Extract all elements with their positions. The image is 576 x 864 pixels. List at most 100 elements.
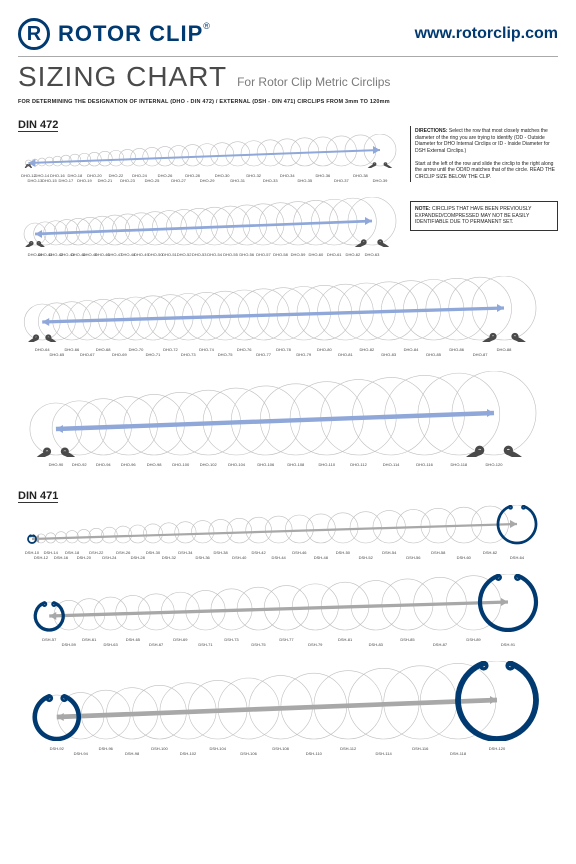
size-label: DHO-104 bbox=[228, 462, 245, 467]
size-row: DHO-12DHO-13DHO-14DHO-15DHO-16DHO-17DHO-… bbox=[18, 134, 558, 183]
size-label: DHO-88 bbox=[497, 347, 512, 352]
size-label: DHO-25 bbox=[145, 178, 160, 183]
size-label: DHO-60 bbox=[309, 252, 324, 257]
header: R ROTOR CLIP® www.rotorclip.com bbox=[18, 18, 558, 50]
size-label: DHO-67 bbox=[80, 352, 95, 357]
size-label: DHO-13 bbox=[28, 178, 43, 183]
size-label: DSH-120 bbox=[489, 746, 505, 751]
row-labels: DSH-92DSH-94DSH-96DSH-98DSH-100DSH-102DS… bbox=[18, 746, 538, 756]
size-label: DHO-106 bbox=[257, 462, 274, 467]
size-label: DHO-36 bbox=[316, 173, 331, 178]
size-label: DHO-78 bbox=[276, 347, 291, 352]
size-label: DHO-39 bbox=[373, 178, 388, 183]
size-label: DHO-38 bbox=[353, 173, 368, 178]
size-label: DSH-59 bbox=[62, 642, 76, 647]
size-label: DHO-73 bbox=[181, 352, 196, 357]
size-label: DHO-29 bbox=[200, 178, 215, 183]
size-label: DSH-114 bbox=[376, 751, 392, 756]
size-label: DHO-108 bbox=[287, 462, 304, 467]
size-label: DHO-102 bbox=[200, 462, 217, 467]
size-label: DSH-65 bbox=[126, 637, 140, 642]
size-label: DSH-61 bbox=[82, 637, 96, 642]
size-label: DHO-55 bbox=[223, 252, 238, 257]
size-label: DSH-108 bbox=[272, 746, 288, 751]
size-label: DHO-33 bbox=[263, 178, 278, 183]
size-label: DSH-28 bbox=[131, 555, 145, 560]
size-label: DSH-38 bbox=[214, 550, 228, 555]
size-label: DHO-72 bbox=[163, 347, 178, 352]
note-callout: NOTE: CIRCLIPS THAT HAVE BEEN PREVIOUSLY… bbox=[410, 201, 558, 231]
size-label: DHO-62 bbox=[346, 252, 361, 257]
size-label: DHO-112 bbox=[350, 462, 367, 467]
size-label: DHO-84 bbox=[404, 347, 419, 352]
size-label: DSH-42 bbox=[252, 550, 266, 555]
size-label: DHO-86 bbox=[449, 347, 464, 352]
size-label: DHO-74 bbox=[199, 347, 214, 352]
logo-mark-icon: R bbox=[18, 18, 50, 50]
size-label: DHO-98 bbox=[147, 462, 162, 467]
size-label: DHO-100 bbox=[172, 462, 189, 467]
size-label: DHO-69 bbox=[112, 352, 127, 357]
row-svg bbox=[18, 661, 558, 741]
size-label: DHO-56 bbox=[239, 252, 254, 257]
size-label: DHO-66 bbox=[65, 347, 80, 352]
size-label: DSH-52 bbox=[359, 555, 373, 560]
size-label: DSH-116 bbox=[412, 746, 428, 751]
row-svg bbox=[18, 371, 558, 457]
size-label: DSH-96 bbox=[99, 746, 113, 751]
row-labels: DSH-10DSH-12DSH-14DSH-16DSH-18DSH-20DSH-… bbox=[18, 550, 538, 560]
size-label: DHO-32 bbox=[246, 173, 261, 178]
section-label: DIN 471 bbox=[18, 490, 58, 503]
size-label: DHO-19 bbox=[77, 178, 92, 183]
size-label: DHO-52 bbox=[177, 252, 192, 257]
logo: R ROTOR CLIP® bbox=[18, 18, 210, 50]
size-label: DHO-54 bbox=[207, 252, 222, 257]
size-label: DSH-110 bbox=[306, 751, 322, 756]
size-label: DHO-35 bbox=[297, 178, 312, 183]
size-label: DSH-30 bbox=[146, 550, 160, 555]
size-label: DSH-92 bbox=[50, 746, 64, 751]
directions-callout: DIRECTIONS: Select the row that most clo… bbox=[410, 126, 558, 182]
size-label: DHO-90 bbox=[49, 462, 64, 467]
size-label: DSH-44 bbox=[272, 555, 286, 560]
size-label: DSH-16 bbox=[54, 555, 68, 560]
row-labels: DHO-40DHO-41DHO-42DHO-43DHO-44DHO-45DHO-… bbox=[18, 252, 398, 262]
size-label: DHO-28 bbox=[185, 173, 200, 178]
size-label: DHO-92 bbox=[72, 462, 87, 467]
size-label: DSH-112 bbox=[340, 746, 356, 751]
size-label: DHO-64 bbox=[35, 347, 50, 352]
size-label: DSH-118 bbox=[450, 751, 466, 756]
size-label: DHO-77 bbox=[256, 352, 271, 357]
size-label: DHO-94 bbox=[96, 462, 111, 467]
size-label: DHO-21 bbox=[98, 178, 113, 183]
size-label: DHO-50 bbox=[148, 252, 163, 257]
size-label: DSH-12 bbox=[34, 555, 48, 560]
size-label: DSH-98 bbox=[125, 751, 139, 756]
row-labels: DHO-12DHO-13DHO-14DHO-15DHO-16DHO-17DHO-… bbox=[18, 173, 398, 183]
size-row: DSH-92DSH-94DSH-96DSH-98DSH-100DSH-102DS… bbox=[18, 661, 558, 756]
size-label: DHO-61 bbox=[327, 252, 342, 257]
size-label: DHO-70 bbox=[129, 347, 144, 352]
size-label: DHO-80 bbox=[317, 347, 332, 352]
size-label: DHO-49 bbox=[134, 252, 149, 257]
size-label: DSH-57 bbox=[42, 637, 56, 642]
size-label: DSH-85 bbox=[400, 637, 414, 642]
size-label: DHO-118 bbox=[451, 462, 468, 467]
size-label: DSH-69 bbox=[173, 637, 187, 642]
size-label: DSH-50 bbox=[336, 550, 350, 555]
page-subtitle: For Rotor Clip Metric Circlips bbox=[237, 75, 390, 89]
size-label: DSH-64 bbox=[510, 555, 524, 560]
size-label: DHO-79 bbox=[296, 352, 311, 357]
size-label: DHO-65 bbox=[49, 352, 64, 357]
size-label: DSH-91 bbox=[501, 642, 515, 647]
page-title: SIZING CHART bbox=[18, 61, 227, 93]
size-label: DSH-54 bbox=[382, 550, 396, 555]
size-row: DHO-90DHO-92DHO-94DHO-96DHO-98DHO-100DHO… bbox=[18, 371, 558, 472]
size-row: DSH-57DSH-59DSH-61DSH-63DSH-65DSH-67DSH-… bbox=[18, 574, 558, 647]
size-label: DSH-77 bbox=[279, 637, 293, 642]
size-label: DHO-53 bbox=[192, 252, 207, 257]
size-label: DSH-34 bbox=[178, 550, 192, 555]
size-label: DSH-36 bbox=[196, 555, 210, 560]
size-row: DHO-40DHO-41DHO-42DHO-43DHO-44DHO-45DHO-… bbox=[18, 197, 558, 262]
website-url: www.rotorclip.com bbox=[415, 25, 558, 43]
